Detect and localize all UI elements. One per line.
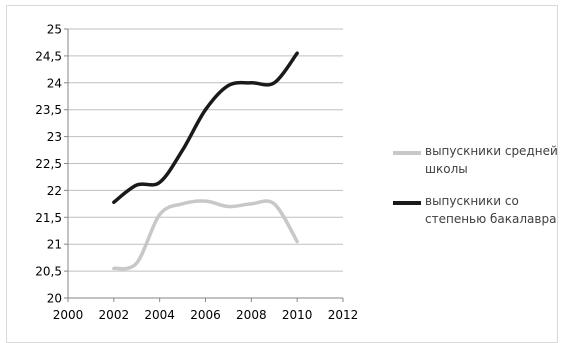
x-tick-label: 2010: [282, 308, 313, 322]
legend: выпускники средней школы выпускники со с…: [393, 142, 561, 242]
x-tick-label: 2004: [144, 308, 175, 322]
y-tick-label: 22: [47, 184, 62, 198]
legend-label-high-school: выпускники средней школы: [425, 144, 558, 176]
y-tick-label: 24,5: [35, 49, 62, 63]
x-tick-label: 2012: [328, 308, 359, 322]
series-line-bachelor: [112, 51, 299, 204]
series-line-high-school: [112, 199, 299, 271]
y-tick-label: 20,5: [35, 265, 62, 279]
y-tick-label: 21: [47, 238, 62, 252]
x-tick-labels: 2000 2002 2004 2006 2008 2010 2012: [53, 308, 359, 322]
y-tick-label: 24: [47, 76, 62, 90]
y-tick-label: 25: [47, 23, 62, 37]
y-tick-label: 23,5: [35, 103, 62, 117]
legend-item-bachelor: выпускники со степенью бакалавра: [393, 192, 561, 228]
y-tick-label: 21,5: [35, 211, 62, 225]
series-lines: [112, 51, 299, 271]
chart-frame: 20 20,5 21 21,5 22 22,5 23 23,5 24 24,5 25 2000 200…: [6, 5, 558, 343]
axes: [64, 28, 344, 302]
y-tick-label: 23: [47, 130, 62, 144]
x-tick-label: 2008: [236, 308, 267, 322]
legend-swatch-bachelor: [393, 201, 421, 205]
x-tick-label: 2002: [99, 308, 130, 322]
legend-label-bachelor: выпускники со степенью бакалавра: [425, 194, 557, 226]
x-tick-label: 2006: [190, 308, 221, 322]
gridlines: [68, 28, 343, 272]
legend-swatch-high-school: [393, 151, 421, 155]
x-tick-label: 2000: [53, 308, 84, 322]
y-tick-labels: 20 20,5 21 21,5 22 22,5 23 23,5 24 24,5 25: [35, 23, 62, 306]
legend-item-high-school: выпускники средней школы: [393, 142, 561, 178]
y-tick-label: 22,5: [35, 157, 62, 171]
y-tick-label: 20: [47, 292, 62, 306]
